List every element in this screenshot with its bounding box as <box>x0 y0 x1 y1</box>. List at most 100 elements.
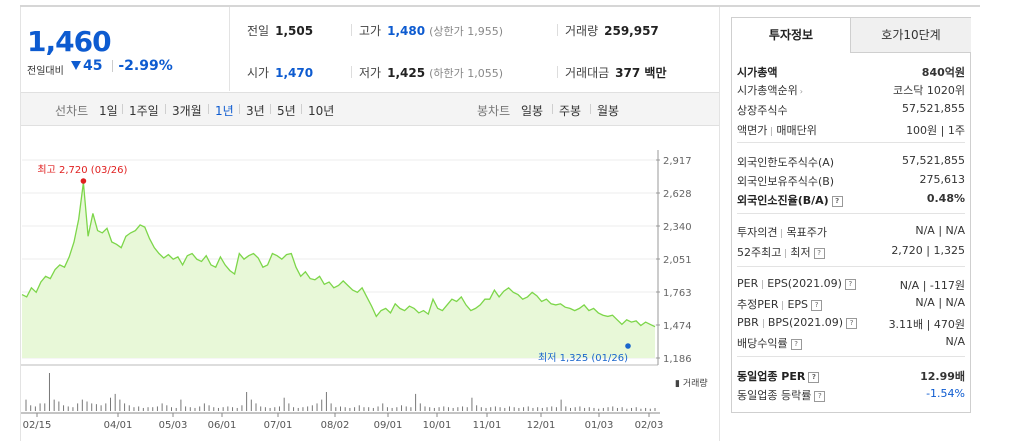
period-3y[interactable]: 3년 <box>246 104 265 118</box>
x-tick-label: 05/03 <box>159 420 188 431</box>
price-chart: ▮ 거래량 2,917 2,628 2,340 2,051 1,763 1,474 1,18… <box>21 150 708 431</box>
par-label: 액면가 매매단위 <box>737 124 817 137</box>
y-tick-label: 2,340 <box>663 222 692 233</box>
stat-amount: 거래대금 377 백만 <box>565 66 667 80</box>
market-cap-label: 시가총액 <box>737 66 778 79</box>
market-cap-value: 840억원 <box>921 66 965 79</box>
per-label: PER EPS(2021.09)? <box>737 277 856 290</box>
period-5y[interactable]: 5년 <box>277 104 296 118</box>
down-triangle-icon <box>71 61 81 70</box>
change-value: 45 <box>83 58 103 74</box>
price-line <box>21 182 656 328</box>
divider <box>270 104 271 114</box>
tab-order-book[interactable]: 호가10단계 <box>850 18 971 53</box>
price-box: 1,460 전일대비 45 -2.99% <box>21 7 230 91</box>
help-icon[interactable]: ? <box>831 195 843 207</box>
divider <box>737 213 965 214</box>
foreign-hold-value: 275,613 <box>919 173 966 186</box>
foreign-ratio-label: 외국인소진율(B/A)? <box>737 192 843 208</box>
y-tick-label: 2,628 <box>663 189 692 200</box>
stat-open: 시가 1,470 <box>247 66 314 80</box>
high-marker <box>80 178 87 184</box>
divider <box>301 104 302 114</box>
period-3m[interactable]: 3개월 <box>172 104 202 118</box>
info-panel: 투자정보 호가10단계 시가총액 840억원 시가총액순위 › 코스닥 1020위… <box>731 17 971 413</box>
top-border <box>20 5 980 7</box>
divider <box>351 66 352 78</box>
divider <box>351 24 352 36</box>
help-icon[interactable]: ? <box>811 299 823 311</box>
period-1w[interactable]: 1주일 <box>129 104 159 118</box>
volume-label: ▮ 거래량 <box>675 377 708 389</box>
52week-value: 2,720 | 1,325 <box>891 244 965 257</box>
pbr-label: PBR BPS(2021.09)? <box>737 316 858 329</box>
foreign-hold-label: 외국인보유주식수(B) <box>737 175 835 188</box>
par-value: 100원 | 1주 <box>906 124 965 137</box>
period-1d[interactable]: 1일 <box>99 104 118 118</box>
y-tick-label: 1,763 <box>663 288 692 299</box>
x-tick-label: 09/01 <box>374 420 403 431</box>
foreign-limit-value: 57,521,855 <box>902 154 965 167</box>
opinion-value: N/A | N/A <box>915 224 965 237</box>
foreign-limit-label: 외국인한도주식수(A) <box>737 156 835 169</box>
stock-panel: 1,460 전일대비 45 -2.99% 전일 1,505 고가 1,480 (상한가… <box>20 7 720 441</box>
divider <box>122 104 123 114</box>
stats-box: 전일 1,505 고가 1,480 (상한가 1,955) 거래량 259,957 시가… <box>231 7 719 91</box>
est-per-label: 추정PER EPS? <box>737 296 823 312</box>
chevron-right-icon: › <box>799 87 803 96</box>
candle-monthly[interactable]: 월봉 <box>597 104 620 118</box>
sector-change-label: 동일업종 등락률? <box>737 387 826 403</box>
price-area <box>22 182 655 358</box>
stat-prev: 전일 1,505 <box>247 24 314 38</box>
sector-per-label: 동일업종 PER? <box>737 368 820 384</box>
divider <box>557 66 558 78</box>
shares-value: 57,521,855 <box>902 102 965 115</box>
low-marker <box>625 343 631 349</box>
opinion-label: 투자의견 목표주가 <box>737 226 827 239</box>
pbr-value: 3.11배 | 470원 <box>888 318 965 331</box>
tab-investment-info[interactable]: 투자정보 <box>732 18 850 52</box>
candle-daily[interactable]: 일봉 <box>521 104 544 118</box>
chart-period-bar: 선차트 1일 1주일 3개월 1년 3년 5년 10년 봉차트 일봉 주봉 월봉 <box>21 92 719 126</box>
divider <box>208 104 209 114</box>
y-tick-label: 1,474 <box>663 321 692 332</box>
dividend-label: 배당수익률? <box>737 335 802 351</box>
y-tick-label: 1,186 <box>663 354 692 365</box>
x-tick-label: 07/01 <box>264 420 293 431</box>
sector-per-value: 12.99배 <box>920 370 965 383</box>
x-tick-label: 12/01 <box>527 420 556 431</box>
candle-weekly[interactable]: 주봉 <box>559 104 582 118</box>
x-tick-label: 04/01 <box>104 420 133 431</box>
divider <box>590 104 591 114</box>
dividend-value: N/A <box>945 335 965 348</box>
candle-chart-label: 봉차트 <box>477 104 511 118</box>
x-tick-label: 02/15 <box>23 420 52 431</box>
per-value: N/A | -117원 <box>899 279 965 292</box>
help-icon[interactable]: ? <box>814 390 826 402</box>
x-tick-label: 08/02 <box>321 420 350 431</box>
period-1y[interactable]: 1년 <box>215 104 234 118</box>
help-icon[interactable]: ? <box>790 338 802 350</box>
help-icon[interactable]: ? <box>813 247 825 259</box>
change: 45 -2.99% <box>71 58 173 74</box>
change-percent: -2.99% <box>118 58 173 74</box>
high-label: 최고 2,720 (03/26) <box>37 164 127 176</box>
market-cap-rank-label[interactable]: 시가총액순위 › <box>737 84 803 97</box>
divider <box>737 266 965 267</box>
stat-low: 저가 1,425 (하한가 1,055) <box>359 66 503 80</box>
help-icon[interactable]: ? <box>846 317 858 329</box>
help-icon[interactable]: ? <box>808 371 820 383</box>
x-tick-label: 01/03 <box>585 420 614 431</box>
period-10y[interactable]: 10년 <box>308 104 335 118</box>
y-tick-label: 2,051 <box>663 255 692 266</box>
x-tick-label: 02/03 <box>635 420 664 431</box>
divider <box>557 24 558 36</box>
market-cap-rank-value: 코스닥 1020위 <box>893 84 965 97</box>
y-tick-label: 2,917 <box>663 156 692 167</box>
current-price: 1,460 <box>27 25 112 58</box>
low-label: 최저 1,325 (01/26) <box>538 352 628 364</box>
divider <box>112 60 114 72</box>
change-label: 전일대비 <box>27 66 64 77</box>
help-icon[interactable]: ? <box>844 278 856 290</box>
x-tick-label: 10/01 <box>423 420 452 431</box>
